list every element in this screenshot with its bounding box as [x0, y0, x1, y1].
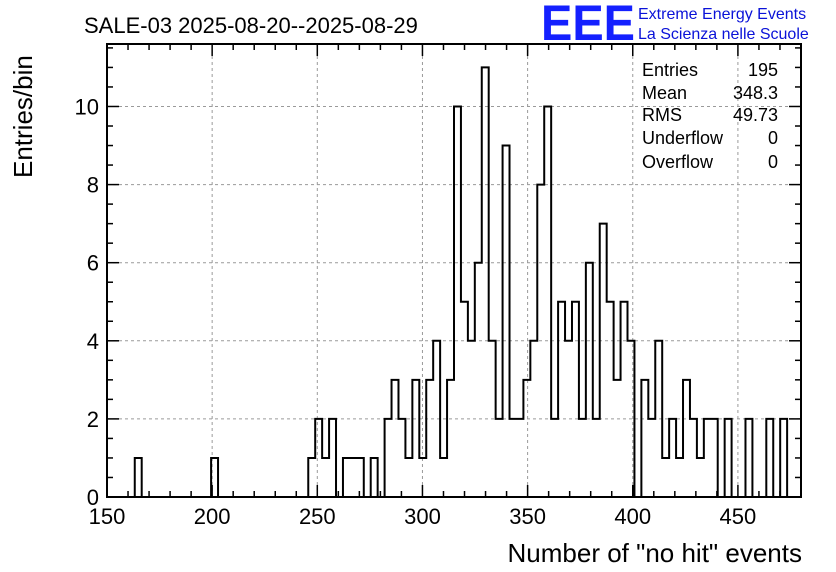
tick-labels: 150 200 250 300 350 400 450 0 2 4 6 8 10 [75, 94, 757, 529]
stats-entries-value: 195 [748, 60, 778, 80]
stats-box: Entries 195 Mean 348.3 RMS 49.73 Underfl… [642, 60, 778, 172]
y-tick-label: 6 [87, 251, 99, 276]
chart-title: SALE-03 2025-08-20--2025-08-29 [84, 13, 418, 38]
eee-logo-line1: Extreme Energy Events [638, 6, 806, 23]
x-tick-label: 300 [404, 504, 441, 529]
stats-overflow-value: 0 [768, 152, 778, 172]
x-tick-label: 150 [89, 504, 126, 529]
stats-rms-label: RMS [642, 105, 682, 125]
x-tick-label: 350 [509, 504, 546, 529]
y-tick-label: 10 [75, 94, 99, 119]
stats-underflow-value: 0 [768, 128, 778, 148]
stats-mean-value: 348.3 [733, 83, 778, 103]
eee-logo: EEE Extreme Energy Events La Scienza nel… [541, 0, 809, 51]
y-tick-label: 8 [87, 173, 99, 198]
stats-underflow-label: Underflow [642, 128, 724, 148]
eee-logo-line2: La Scienza nelle Scuole [638, 26, 809, 43]
x-tick-label: 450 [720, 504, 757, 529]
y-axis-label: Entries/bin [8, 55, 38, 178]
stats-overflow-label: Overflow [642, 152, 714, 172]
y-tick-label: 2 [87, 407, 99, 432]
y-tick-label: 4 [87, 329, 99, 354]
stats-rms-value: 49.73 [733, 105, 778, 125]
stats-entries-label: Entries [642, 60, 698, 80]
y-tick-label: 0 [87, 485, 99, 510]
x-tick-label: 250 [299, 504, 336, 529]
stats-mean-label: Mean [642, 83, 687, 103]
plot-frame [106, 43, 802, 498]
x-tick-label: 200 [194, 504, 231, 529]
x-axis-label: Number of "no hit" events [508, 538, 803, 568]
x-tick-label: 400 [614, 504, 651, 529]
eee-logo-mark: EEE [541, 0, 635, 51]
grid-lines [107, 44, 801, 497]
